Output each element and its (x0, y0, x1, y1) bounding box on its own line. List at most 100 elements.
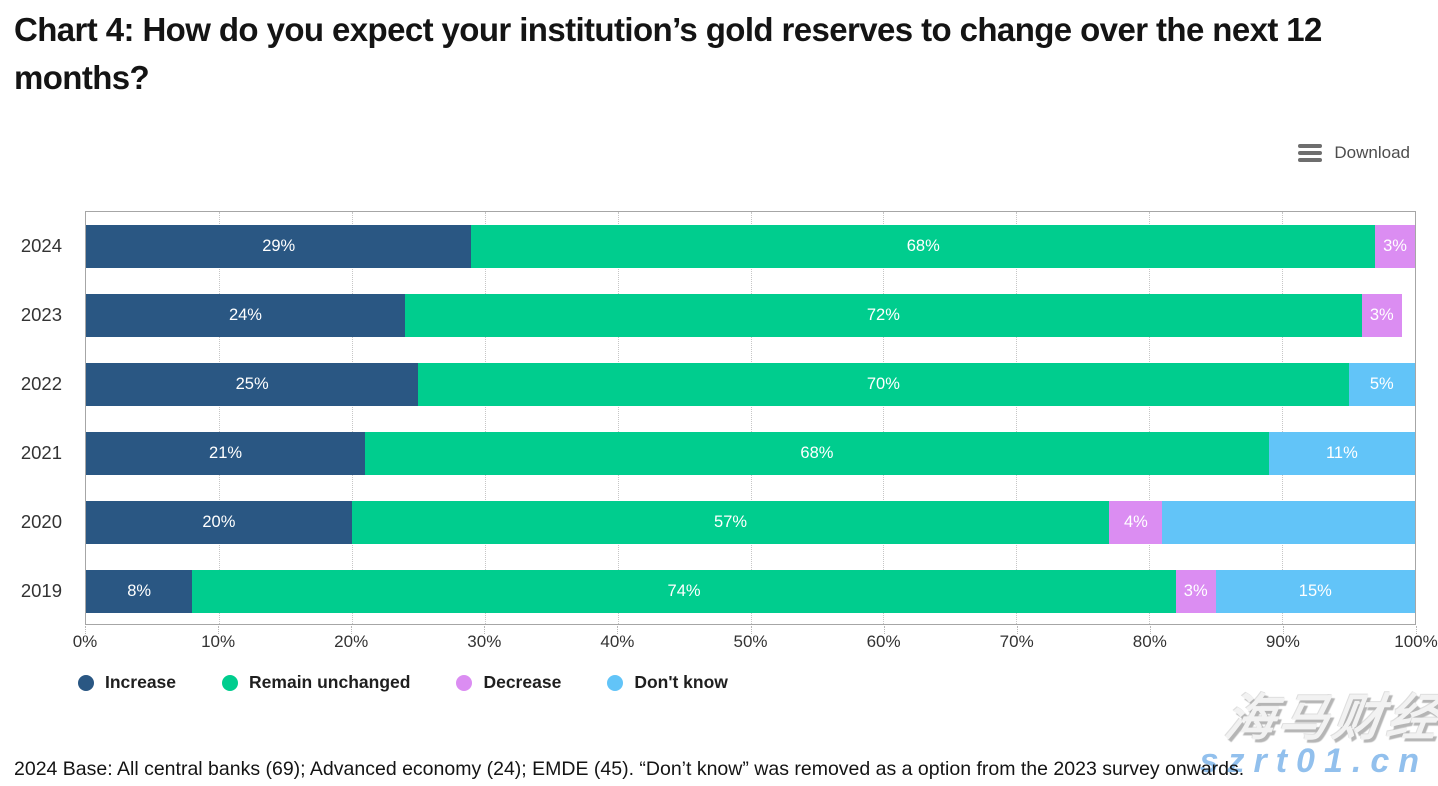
bar-segment-2022-remain-unchanged[interactable]: 70% (418, 363, 1349, 406)
x-axis-tick-label: 20% (334, 632, 369, 651)
gridline (617, 212, 619, 624)
gridline (883, 212, 885, 624)
hamburger-menu-icon (1298, 144, 1323, 162)
y-axis-label-2024: 2024 (20, 234, 62, 256)
bar-row-2020: 20% 57% 4% (86, 501, 1415, 544)
bar-row-2021: 21% 68% 11% (86, 432, 1415, 475)
bar-value-label: 3% (1183, 582, 1208, 600)
base-note: 2024 Base: All central banks (69); Advan… (14, 758, 1245, 780)
legend-dot-icon (607, 674, 624, 691)
x-axis-tick-label: 30% (467, 632, 502, 651)
x-axis-tick-label: 70% (999, 632, 1034, 651)
x-axis-tick (1149, 626, 1151, 634)
legend-item-remain-unchanged[interactable]: Remain unchanged (222, 672, 410, 693)
bar-value-label: 72% (866, 306, 900, 324)
bar-segment-2022-increase[interactable]: 25% (86, 363, 419, 406)
x-axis-tick-label: 0% (72, 632, 98, 651)
bar-value-label: 3% (1369, 306, 1394, 324)
legend-item-don-t-know[interactable]: Don't know (607, 672, 728, 693)
x-axis-tick-label: 60% (866, 632, 901, 651)
bar-segment-2021-don-t-know[interactable]: 11% (1268, 432, 1415, 475)
bar-row-2019: 8% 74% 3% 15% (86, 570, 1415, 613)
x-axis-tick (484, 626, 486, 634)
bar-value-label: 20% (202, 513, 236, 531)
gridline (1016, 212, 1018, 624)
x-axis-tick (218, 626, 220, 634)
gridline (750, 212, 752, 624)
gridline (1282, 212, 1284, 624)
x-axis-tick-label: 100% (1394, 632, 1438, 651)
bar-value-label: 5% (1369, 375, 1394, 393)
bar-row-2024: 29% 68% 3% (86, 225, 1415, 268)
bar-segment-2020-increase[interactable]: 20% (86, 501, 352, 544)
bar-value-label: 15% (1298, 582, 1332, 600)
x-axis-tick-label: 80% (1132, 632, 1167, 651)
bar-value-label: 68% (906, 237, 940, 255)
plot-area: 29% 68% 3% 24% 72% 3% 25% 70% 5% 21% 68% 11% 20% 57% 4… (85, 211, 1416, 625)
x-axis-tick-label: 40% (600, 632, 635, 651)
x-axis-tick (1416, 626, 1417, 634)
bar-segment-2023-decrease[interactable]: 3% (1361, 294, 1402, 337)
legend-label: Increase (105, 672, 177, 692)
y-axis-labels: 2024 2023 2022 2021 2020 2019 (0, 211, 62, 625)
bar-segment-2019-don-t-know[interactable]: 15% (1215, 570, 1415, 613)
gridline (484, 212, 486, 624)
bar-value-label: 74% (667, 582, 701, 600)
x-axis-tick-labels: 0% 10% 20% 30% 40% 50% 60% 70% 80% 90% 100% (73, 632, 1438, 654)
x-axis-tick-label: 90% (1265, 632, 1300, 651)
bar-segment-2024-increase[interactable]: 29% (86, 225, 472, 268)
bar-value-label: 11% (1325, 444, 1358, 462)
y-axis-label-2019: 2019 (20, 579, 62, 601)
watermark-brand-text: 海马财经 (1221, 689, 1438, 747)
bar-value-label: 21% (209, 444, 243, 462)
bar-value-label: 70% (866, 375, 900, 393)
x-axis-tick-label: 10% (201, 632, 236, 651)
bar-value-label: 68% (800, 444, 834, 462)
bar-segment-2022-don-t-know[interactable]: 5% (1348, 363, 1415, 406)
bar-value-label: 25% (235, 375, 269, 393)
bar-segment-2019-increase[interactable]: 8% (86, 570, 193, 613)
legend-label: Decrease (483, 672, 562, 692)
bar-segment-2024-decrease[interactable]: 3% (1375, 225, 1415, 268)
x-axis-tick-label: 50% (733, 632, 768, 651)
bar-segment-2021-remain-unchanged[interactable]: 68% (365, 432, 1269, 475)
x-axis-ticks (85, 626, 1417, 634)
bar-segment-2019-decrease[interactable]: 3% (1175, 570, 1216, 613)
x-axis-tick (351, 626, 353, 634)
bar-value-label: 24% (228, 306, 262, 324)
y-axis-label-2021: 2021 (20, 441, 62, 463)
legend-dot-icon (78, 674, 94, 691)
chart-title: Chart 4: How do you expect your institut… (14, 11, 1322, 96)
bar-value-label: 3% (1383, 237, 1407, 255)
x-axis-tick (617, 626, 619, 634)
bar-value-label: 57% (714, 513, 748, 531)
x-axis-tick (750, 626, 752, 634)
download-button[interactable]: Download (1298, 143, 1410, 163)
bar-segment-2024-remain-unchanged[interactable]: 68% (471, 225, 1376, 268)
gridline (351, 212, 353, 624)
bar-segment-2019-remain-unchanged[interactable]: 74% (192, 570, 1176, 613)
download-label: Download (1334, 143, 1410, 162)
y-axis-label-2022: 2022 (20, 372, 62, 394)
legend-item-decrease[interactable]: Decrease (456, 672, 561, 693)
legend-label: Don't know (634, 672, 728, 692)
bar-segment-2020-decrease[interactable]: 4% (1109, 501, 1163, 544)
bar-value-label: 8% (127, 582, 152, 600)
x-axis-tick (85, 626, 86, 634)
legend-dot-icon (222, 674, 239, 691)
bar-row-2023: 24% 72% 3% (86, 294, 1415, 337)
y-axis-label-2020: 2020 (20, 510, 62, 532)
gridline (218, 212, 220, 624)
bar-segment-2021-increase[interactable]: 21% (86, 432, 366, 475)
bar-segment-2023-increase[interactable]: 24% (86, 294, 405, 337)
bar-segment-2020-remain-unchanged[interactable]: 57% (351, 501, 1110, 544)
legend-item-increase[interactable]: Increase (78, 672, 176, 693)
bar-row-2022: 25% 70% 5% (86, 363, 1415, 406)
x-axis-tick (883, 626, 885, 634)
watermark-url-text: szrt01.cn (1199, 742, 1428, 780)
legend: Increase Remain unchanged Decrease Don't kn… (78, 672, 728, 693)
bar-segment-2020-don-t-know[interactable] (1162, 501, 1415, 544)
legend-label: Remain unchanged (249, 672, 411, 692)
x-axis-tick (1016, 626, 1018, 634)
bar-segment-2023-remain-unchanged[interactable]: 72% (404, 294, 1362, 337)
